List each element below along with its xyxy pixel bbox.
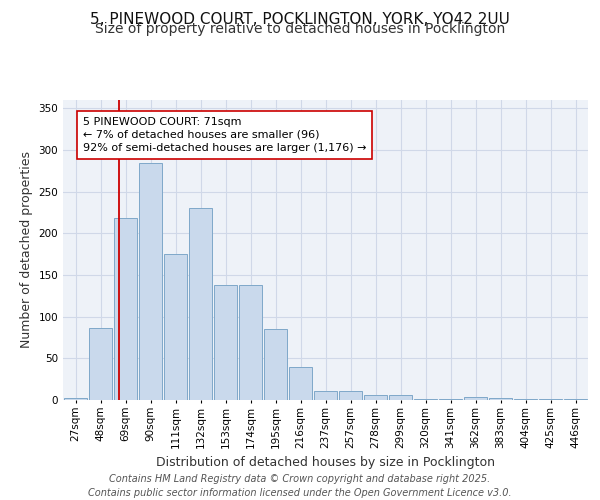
Bar [139, 162, 162, 400]
Bar [489, 398, 512, 400]
Bar [339, 391, 362, 400]
Bar [114, 218, 137, 400]
Bar [189, 208, 212, 400]
Bar [89, 328, 112, 400]
Bar [564, 399, 587, 400]
Bar [239, 285, 262, 400]
Bar [64, 398, 87, 400]
Bar [439, 399, 462, 400]
Text: 5, PINEWOOD COURT, POCKLINGTON, YORK, YO42 2UU: 5, PINEWOOD COURT, POCKLINGTON, YORK, YO… [90, 12, 510, 28]
Text: Size of property relative to detached houses in Pocklington: Size of property relative to detached ho… [95, 22, 505, 36]
Bar [364, 395, 387, 400]
Bar [164, 254, 187, 400]
Text: Contains HM Land Registry data © Crown copyright and database right 2025.
Contai: Contains HM Land Registry data © Crown c… [88, 474, 512, 498]
Bar [264, 329, 287, 400]
Bar [289, 366, 312, 400]
Text: 5 PINEWOOD COURT: 71sqm
← 7% of detached houses are smaller (96)
92% of semi-det: 5 PINEWOOD COURT: 71sqm ← 7% of detached… [83, 116, 367, 153]
Bar [214, 285, 237, 400]
Bar [389, 395, 412, 400]
Bar [314, 391, 337, 400]
Bar [414, 399, 437, 400]
Bar [514, 399, 537, 400]
X-axis label: Distribution of detached houses by size in Pocklington: Distribution of detached houses by size … [156, 456, 495, 469]
Y-axis label: Number of detached properties: Number of detached properties [20, 152, 33, 348]
Bar [539, 399, 562, 400]
Bar [464, 396, 487, 400]
